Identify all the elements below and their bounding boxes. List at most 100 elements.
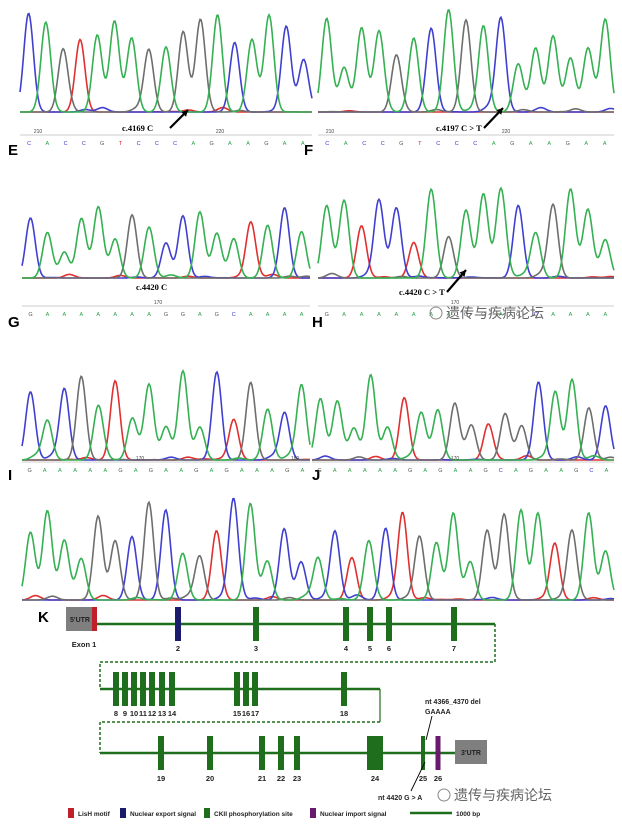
watermark-icon bbox=[429, 306, 443, 320]
caption-G: c.4420 C bbox=[136, 282, 167, 292]
seq-base: A bbox=[58, 468, 62, 474]
seq-base: C bbox=[64, 141, 68, 147]
seq-base: C bbox=[155, 141, 159, 147]
exon-19 bbox=[158, 736, 164, 770]
seq-base: G bbox=[317, 468, 321, 474]
exon-label: 6 bbox=[387, 644, 391, 653]
exon-9 bbox=[122, 672, 128, 706]
seq-base: A bbox=[73, 468, 77, 474]
seq-base: A bbox=[283, 312, 287, 318]
panel-label-H: H bbox=[312, 314, 323, 331]
seq-base: A bbox=[333, 468, 337, 474]
seq-base: A bbox=[544, 468, 548, 474]
seq-base: A bbox=[249, 312, 253, 318]
seq-base: G bbox=[264, 141, 268, 147]
seq-base: A bbox=[360, 312, 364, 318]
exon-5 bbox=[367, 607, 373, 641]
trace-G-G bbox=[22, 213, 311, 279]
exon-16 bbox=[243, 672, 249, 706]
seq-base: A bbox=[301, 468, 305, 474]
mutation-substitution-pointer bbox=[410, 761, 426, 792]
seq-base: G bbox=[164, 312, 168, 318]
utr3-box bbox=[455, 740, 487, 764]
seq-base: C bbox=[325, 141, 329, 147]
trace-A-J bbox=[311, 373, 614, 461]
seq-base: C bbox=[589, 468, 593, 474]
exon-21 bbox=[259, 736, 265, 770]
panel-label-F: F bbox=[304, 142, 313, 159]
seq-base: A bbox=[393, 468, 397, 474]
seq-base: A bbox=[395, 312, 399, 318]
seq-base: A bbox=[377, 312, 381, 318]
seq-base: A bbox=[134, 468, 138, 474]
exon-7 bbox=[451, 607, 457, 641]
panel-I: I G A A A A A G A G A A G A G A A A G A 170 180 bbox=[8, 369, 311, 484]
seq-base: A bbox=[603, 141, 607, 147]
exon-label: 17 bbox=[251, 709, 259, 718]
tick-label: 210 bbox=[34, 129, 43, 135]
exon-label: 13 bbox=[158, 709, 166, 718]
seq-base: A bbox=[492, 141, 496, 147]
seq-base: A bbox=[88, 468, 92, 474]
mutation-substitution: nt 4420 G > A bbox=[378, 795, 422, 802]
seq-base: A bbox=[469, 468, 473, 474]
trace-G-J bbox=[312, 401, 615, 461]
connector-row2-row3 bbox=[99, 721, 380, 753]
trace-G-K bbox=[22, 500, 614, 601]
arrowhead-H bbox=[459, 270, 466, 277]
seq-base: C bbox=[82, 141, 86, 147]
seq-base: A bbox=[454, 468, 458, 474]
seq-base: T bbox=[418, 141, 422, 147]
exon-label: 5 bbox=[368, 644, 372, 653]
exon-14 bbox=[169, 672, 175, 706]
exon-label: 3 bbox=[254, 644, 258, 653]
seq-base: A bbox=[569, 312, 573, 318]
exon-24 bbox=[367, 736, 383, 770]
seq-base: A bbox=[113, 312, 117, 318]
seq-base: G bbox=[529, 468, 533, 474]
mutation-deletion-seq: GAAAA bbox=[425, 709, 451, 716]
trace-G-F bbox=[318, 18, 614, 113]
seq-base: G bbox=[118, 468, 122, 474]
seq-base: A bbox=[266, 312, 270, 318]
seq-base: G bbox=[194, 468, 198, 474]
caption-F: c.4197 C > T bbox=[436, 123, 482, 133]
exon-18 bbox=[341, 672, 347, 706]
panel-K: K bbox=[21, 497, 615, 626]
watermark-text: 遗传与疾病论坛 bbox=[454, 788, 552, 804]
seq-base: G bbox=[516, 312, 520, 318]
seq-base: G bbox=[181, 312, 185, 318]
exon-17 bbox=[252, 672, 258, 706]
seq-base: G bbox=[484, 468, 488, 474]
exon-label: 26 bbox=[434, 774, 442, 783]
tick-label: 220 bbox=[502, 129, 511, 135]
seq-base: A bbox=[551, 312, 555, 318]
exon-label: 16 bbox=[242, 709, 250, 718]
legend-swatch bbox=[310, 808, 316, 818]
seq-base: A bbox=[559, 468, 563, 474]
exon-label: 19 bbox=[157, 774, 165, 783]
exon-label: 24 bbox=[371, 774, 380, 783]
seq-base: A bbox=[301, 141, 305, 147]
seq-base: T bbox=[119, 141, 123, 147]
exon-label: 9 bbox=[123, 709, 127, 718]
seq-base: A bbox=[198, 312, 202, 318]
trace-G-I bbox=[22, 375, 310, 461]
seq-base: C bbox=[455, 141, 459, 147]
exon-label: 22 bbox=[277, 774, 285, 783]
seq-base: G bbox=[574, 468, 578, 474]
exon-6 bbox=[386, 607, 392, 641]
panel-label-E: E bbox=[8, 142, 18, 159]
seq-base: G bbox=[149, 468, 153, 474]
seq-base: A bbox=[104, 468, 108, 474]
exon1-label: Exon 1 bbox=[72, 640, 97, 649]
arrowhead-E bbox=[181, 110, 188, 117]
exon-label: 2 bbox=[176, 644, 180, 653]
trace-A-H bbox=[317, 186, 615, 279]
exon-label: 14 bbox=[168, 709, 177, 718]
